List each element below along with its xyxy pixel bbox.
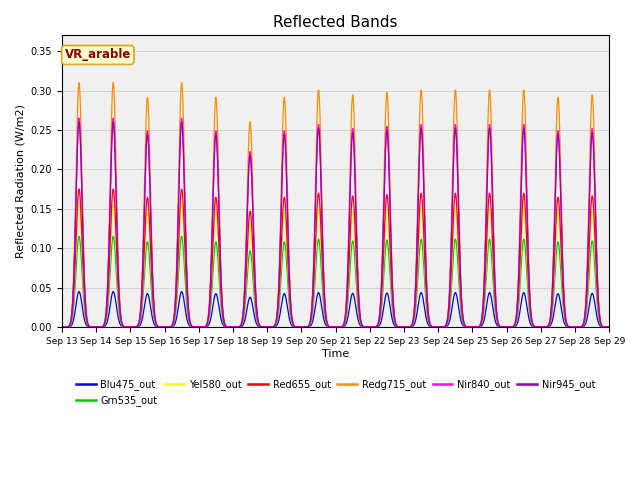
Red655_out <box>172 305 179 311</box>
Red655_out <box>385 225 393 230</box>
Nir945_out <box>513 311 520 316</box>
Redg715_out <box>58 324 66 330</box>
Yel580_out <box>513 316 520 322</box>
Line: Nir840_out: Nir840_out <box>62 118 609 327</box>
Line: Nir945_out: Nir945_out <box>62 122 609 327</box>
Nir840_out <box>486 122 493 128</box>
Yel580_out <box>58 324 66 330</box>
Grn535_out <box>385 259 393 264</box>
Nir945_out <box>356 312 364 317</box>
Blu475_out <box>605 324 613 330</box>
Red655_out <box>527 314 534 320</box>
Nir840_out <box>385 173 393 179</box>
Red655_out <box>513 315 520 321</box>
Yel580_out <box>385 236 393 242</box>
Yel580_out <box>527 315 534 321</box>
Blu475_out <box>172 319 179 325</box>
X-axis label: Time: Time <box>322 348 349 359</box>
Y-axis label: Reflected Radiation (W/m2): Reflected Radiation (W/m2) <box>15 104 25 258</box>
Blu475_out <box>75 288 83 294</box>
Red655_out <box>605 324 613 330</box>
Yel580_out <box>486 206 493 212</box>
Nir945_out <box>527 309 534 315</box>
Nir945_out <box>385 176 393 182</box>
Nir945_out <box>75 119 83 125</box>
Nir840_out <box>356 311 364 317</box>
Blu475_out <box>527 322 534 327</box>
Redg715_out <box>75 80 83 85</box>
Grn535_out <box>172 312 179 318</box>
Nir840_out <box>172 296 179 301</box>
Red655_out <box>58 324 66 330</box>
Redg715_out <box>356 309 364 315</box>
Nir840_out <box>58 324 66 330</box>
Line: Yel580_out: Yel580_out <box>62 205 609 327</box>
Blu475_out <box>486 290 493 296</box>
Legend: Blu475_out, Grn535_out, Yel580_out, Red655_out, Redg715_out, Nir840_out, Nir945_: Blu475_out, Grn535_out, Yel580_out, Red6… <box>72 376 599 410</box>
Grn535_out <box>75 233 83 239</box>
Redg715_out <box>486 88 493 94</box>
Yel580_out <box>172 308 179 313</box>
Nir840_out <box>75 115 83 121</box>
Title: Reflected Bands: Reflected Bands <box>273 15 398 30</box>
Nir840_out <box>527 309 534 314</box>
Text: VR_arable: VR_arable <box>65 48 131 61</box>
Red655_out <box>75 186 83 192</box>
Nir945_out <box>172 296 179 302</box>
Yel580_out <box>605 324 613 330</box>
Grn535_out <box>513 318 520 324</box>
Line: Blu475_out: Blu475_out <box>62 291 609 327</box>
Nir945_out <box>58 324 66 330</box>
Yel580_out <box>356 317 364 323</box>
Nir840_out <box>605 324 613 330</box>
Red655_out <box>356 316 364 322</box>
Blu475_out <box>58 324 66 330</box>
Line: Redg715_out: Redg715_out <box>62 83 609 327</box>
Grn535_out <box>356 319 364 324</box>
Grn535_out <box>486 237 493 242</box>
Blu475_out <box>356 322 364 328</box>
Grn535_out <box>527 317 534 323</box>
Redg715_out <box>605 324 613 330</box>
Nir840_out <box>513 311 520 316</box>
Yel580_out <box>75 202 83 208</box>
Nir945_out <box>486 126 493 132</box>
Line: Red655_out: Red655_out <box>62 189 609 327</box>
Blu475_out <box>385 299 393 304</box>
Grn535_out <box>605 324 613 330</box>
Blu475_out <box>513 322 520 328</box>
Redg715_out <box>527 306 534 312</box>
Redg715_out <box>172 291 179 297</box>
Nir945_out <box>605 324 613 330</box>
Red655_out <box>486 191 493 196</box>
Line: Grn535_out: Grn535_out <box>62 236 609 327</box>
Grn535_out <box>58 324 66 330</box>
Redg715_out <box>385 148 393 154</box>
Redg715_out <box>513 308 520 314</box>
